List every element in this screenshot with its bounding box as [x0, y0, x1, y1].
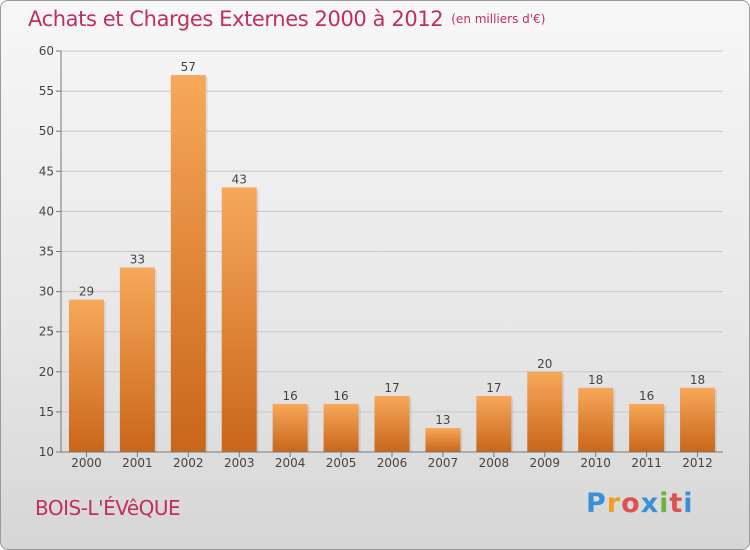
y-tick-label: 25	[39, 325, 54, 339]
y-tick-label: 45	[39, 164, 54, 178]
bar-value-label: 16	[283, 389, 298, 403]
bar-2008	[476, 395, 512, 452]
logo-letter: r	[606, 488, 622, 519]
y-tick-label: 50	[39, 124, 54, 138]
y-tick-label: 40	[39, 204, 54, 218]
x-tick-label: 2007	[428, 456, 459, 470]
logo-letter: t	[669, 488, 684, 519]
bar-value-label: 18	[588, 373, 603, 387]
commune-name: BOIS-L'ÉVêQUE	[35, 496, 181, 520]
y-tick-label: 55	[39, 84, 54, 98]
logo-letter: i	[683, 488, 694, 519]
x-tick-label: 2010	[580, 456, 611, 470]
bar-2006	[374, 395, 410, 452]
bar-2002	[170, 75, 206, 452]
bar-2007	[425, 427, 461, 452]
logo-letter: o	[621, 488, 641, 519]
y-tick-label: 60	[39, 44, 54, 58]
x-tick-label: 2008	[479, 456, 510, 470]
x-tick-label: 2004	[275, 456, 306, 470]
bar-2005	[323, 403, 359, 452]
y-tick-label: 15	[39, 405, 54, 419]
y-tick-label: 20	[39, 365, 54, 379]
bar-value-label: 33	[130, 253, 145, 267]
bar-value-label: 17	[384, 381, 399, 395]
bar-value-label: 16	[639, 389, 654, 403]
bar-2009	[527, 371, 563, 452]
x-tick-label: 2005	[326, 456, 357, 470]
x-tick-label: 2011	[631, 456, 662, 470]
bar-2011	[629, 403, 665, 452]
x-tick-label: 2012	[682, 456, 713, 470]
logo-letter: x	[640, 488, 660, 519]
y-tick-label: 30	[39, 285, 54, 299]
bar-value-label: 20	[537, 357, 552, 371]
logo-letter: P	[586, 488, 607, 519]
bar-2010	[578, 387, 614, 452]
x-tick-label: 2003	[224, 456, 255, 470]
bar-value-label: 16	[333, 389, 348, 403]
bar-value-label: 57	[181, 60, 196, 74]
bar-2001	[119, 267, 155, 452]
x-tick-label: 2009	[529, 456, 560, 470]
x-tick-label: 2000	[71, 456, 102, 470]
x-tick-label: 2001	[122, 456, 153, 470]
chart-title-row: Achats et Charges Externes 2000 à 2012 (e…	[28, 7, 545, 31]
bar-2012	[680, 387, 716, 452]
bar-value-label: 17	[486, 381, 501, 395]
bar-2003	[221, 187, 257, 452]
chart-unit: (en milliers d'€)	[451, 12, 546, 26]
y-tick-label: 35	[39, 245, 54, 259]
x-tick-label: 2002	[173, 456, 204, 470]
bar-2000	[68, 299, 104, 452]
bar-value-label: 29	[79, 285, 94, 299]
x-tick-label: 2006	[377, 456, 408, 470]
chart-title: Achats et Charges Externes 2000 à 2012	[28, 7, 444, 31]
logo-letter: i	[659, 488, 670, 519]
bar-value-label: 13	[435, 413, 450, 427]
proxiti-logo: Proxiti	[586, 488, 694, 519]
bar-value-label: 18	[690, 373, 705, 387]
bar-2004	[272, 403, 308, 452]
y-tick-label: 10	[39, 445, 54, 459]
bar-value-label: 43	[232, 172, 247, 186]
